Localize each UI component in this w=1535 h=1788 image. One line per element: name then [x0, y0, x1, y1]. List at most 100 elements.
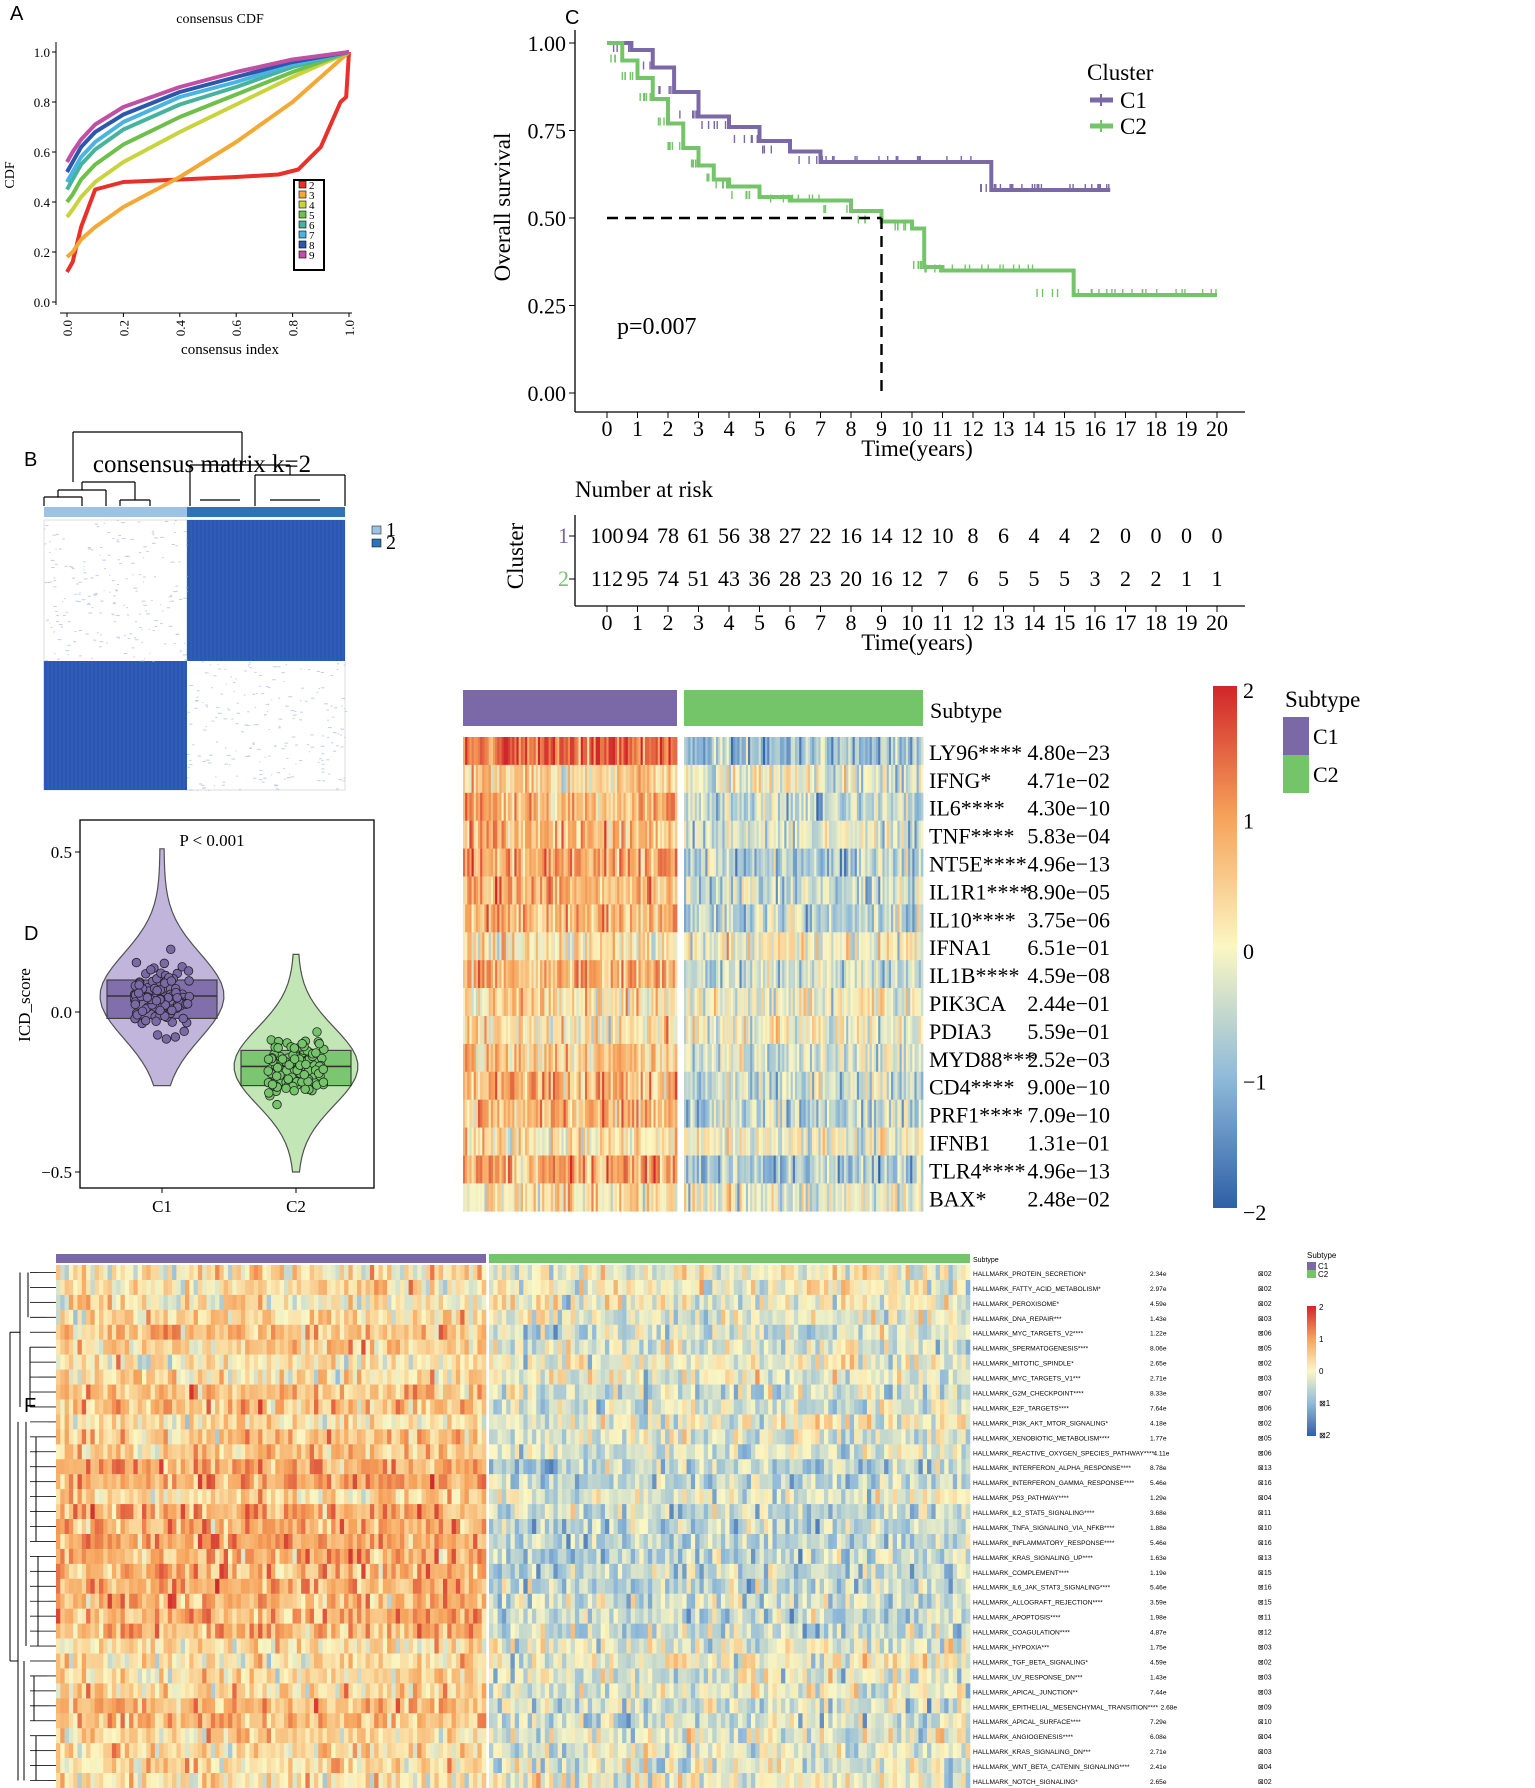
risk-value: 16: [840, 523, 862, 548]
gene-heatmap-cell: [659, 1071, 663, 1100]
gene-heatmap-cell: [720, 792, 723, 821]
consensus-speckle: [83, 572, 87, 574]
gene-heatmap-cell: [580, 1127, 584, 1156]
gene-heatmap-cell: [638, 960, 642, 989]
gene-heatmap-cell: [625, 1043, 629, 1073]
consensus-speckle: [340, 746, 344, 748]
gene-heatmap-cell: [606, 1183, 609, 1212]
km-pvalue: p=0.007: [617, 314, 697, 340]
hallmark-heatmap-cell: [553, 1265, 559, 1281]
gene-heatmap-cell: [882, 792, 885, 821]
gene-heatmap-cell: [475, 1183, 479, 1212]
gene-heatmap-cell: [640, 876, 644, 905]
gene-heatmap-cell: [841, 876, 845, 905]
gene-heatmap-cell: [848, 1071, 851, 1100]
gene-heatmap-cell: [535, 1043, 539, 1073]
gene-heatmap-cell: [488, 737, 492, 766]
gene-heatmap-cell: [762, 1016, 766, 1045]
hallmark-heatmap-cell: [374, 1265, 379, 1281]
gene-heatmap-cell: [469, 1183, 472, 1212]
gene-heatmap-cell: [871, 988, 875, 1017]
gene-heatmap-cell: [709, 1099, 713, 1128]
gene-heatmap-cell: [570, 988, 573, 1017]
gene-heatmap-cell: [486, 1155, 490, 1184]
km-x-tick-label: 13: [993, 416, 1015, 441]
gene-heatmap-cell: [659, 737, 663, 766]
gene-heatmap-cell: [735, 848, 738, 877]
gene-heatmap-cell: [722, 960, 725, 989]
risk-value: 78: [657, 523, 679, 548]
gene-heatmap-cell: [873, 1155, 877, 1184]
gene-heatmap-cell: [788, 904, 792, 933]
gene-heatmap-cell: [701, 848, 704, 877]
gene-heatmap-cell: [722, 988, 725, 1017]
consensus-speckle: [327, 719, 329, 721]
gene-heatmap-cell: [617, 1155, 620, 1184]
gene-heatmap-cell: [522, 1016, 526, 1045]
gene-heatmap-cell: [812, 960, 815, 989]
gene-heatmap-cell: [597, 792, 601, 821]
gene-heatmap-cell: [591, 792, 594, 821]
violin-point: [167, 1005, 177, 1016]
gene-heatmap-cell: [627, 764, 631, 794]
consensus-speckle: [50, 627, 53, 629]
gene-heatmap-cell: [890, 1016, 894, 1045]
gene-heatmap-cell: [897, 1183, 900, 1212]
risk-x-tick-label: 15: [1054, 610, 1076, 635]
violin-point: [152, 985, 162, 996]
gene-heatmap-cell: [623, 792, 627, 821]
gene-heatmap-cell: [602, 848, 605, 877]
gene-heatmap-cell: [636, 1155, 639, 1184]
consensus-speckle: [273, 666, 277, 668]
gene-heatmap-cell: [473, 904, 477, 933]
risk-value: 23: [810, 566, 832, 591]
panel-label-d: D: [24, 923, 38, 945]
gene-heatmap-cell: [475, 960, 479, 989]
gene-heatmap-cell: [709, 1127, 713, 1156]
gene-heatmap-cell: [563, 1043, 567, 1073]
gene-heatmap-cell: [790, 876, 794, 905]
gene-heatmap-cell: [540, 764, 543, 794]
gene-heatmap-cell: [638, 737, 642, 766]
consensus-speckle: [287, 777, 291, 779]
gene-heatmap-cell: [801, 988, 804, 1017]
gene-heatmap-cell: [822, 876, 826, 905]
violin-point: [289, 1086, 299, 1096]
gene-heatmap-cell: [809, 1071, 813, 1100]
gene-heatmap-cell: [686, 820, 689, 849]
gene-heatmap-cell: [606, 988, 609, 1017]
gene-heatmap-cell: [816, 904, 819, 933]
gene-heatmap-cell: [703, 1127, 706, 1156]
gene-heatmap-cell: [555, 792, 558, 821]
hallmark-heatmap-cell: [305, 1265, 310, 1281]
gene-heatmap-cell: [775, 848, 779, 877]
gene-heatmap-cell: [503, 1016, 507, 1045]
gene-heatmap-cell: [574, 904, 577, 933]
gene-heatmap-cell: [812, 988, 815, 1017]
gene-heatmap-cell: [634, 1099, 637, 1128]
gene-heatmap-cell: [748, 904, 751, 933]
hallmark-heatmap-cell: [540, 1265, 546, 1281]
gene-heatmap-cell: [888, 876, 892, 905]
gene-heatmap-cell: [820, 1099, 824, 1128]
gene-heatmap-cell: [716, 876, 719, 905]
gene-heatmap-cell: [839, 1099, 843, 1128]
gene-heatmap-cell: [756, 1099, 760, 1128]
hallmark-heatmap-cell: [167, 1265, 173, 1281]
consensus-speckle: [174, 532, 177, 534]
gene-heatmap-cell: [525, 1183, 528, 1212]
consensus-speckle: [178, 598, 183, 600]
gene-heatmap-cell: [767, 1043, 770, 1073]
gene-heatmap-cell: [672, 820, 676, 849]
gene-heatmap-cell: [920, 876, 924, 905]
gene-heatmap-cell: [544, 737, 547, 766]
gene-heatmap-cell: [831, 737, 834, 766]
gene-heatmap-cell: [765, 988, 768, 1017]
gene-heatmap-cell: [690, 876, 693, 905]
gene-heatmap-cell: [716, 1155, 719, 1184]
risk-x-tick-label: 19: [1176, 610, 1198, 635]
gene-heatmap-cell: [591, 1099, 594, 1128]
gene-heatmap-cell: [597, 1043, 601, 1073]
gene-heatmap-cell: [467, 1016, 470, 1045]
gene-heatmap-cell: [880, 1016, 883, 1045]
